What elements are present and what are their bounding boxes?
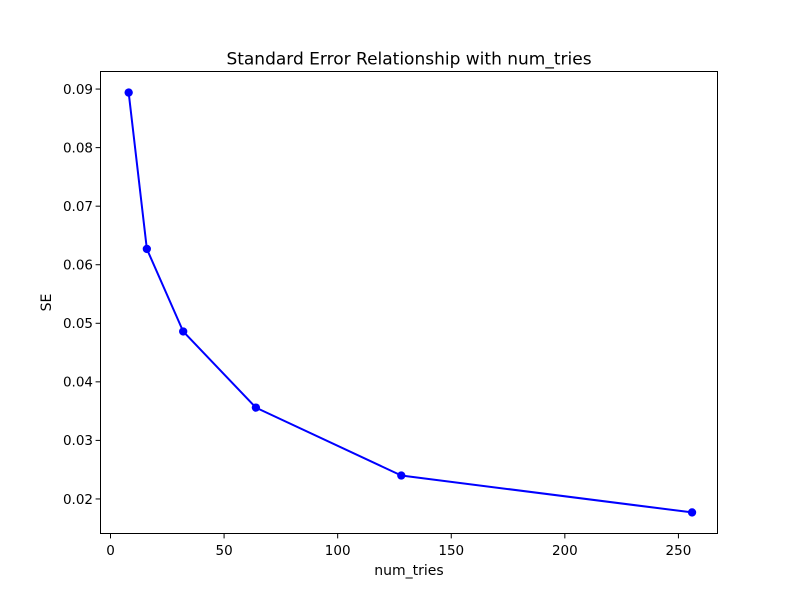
x-tick-label: 250 [666,543,692,559]
data-series [124,88,697,517]
axes-ticks: 0 50 100 150 200 250 0.02 0.03 0.04 0.05 0.06 0.07 0… [63,82,691,559]
x-tick-label: 100 [325,543,351,559]
data-point [251,403,261,412]
data-point [124,88,133,97]
data-point [142,244,151,254]
y-tick-label: 0.05 [63,316,93,332]
x-tick-label: 150 [438,543,464,559]
plot-border [100,71,718,534]
y-tick-label: 0.04 [63,375,93,391]
data-point [687,508,697,517]
data-point [179,327,188,336]
x-tick-label: 200 [552,543,578,559]
y-tick-label: 0.08 [63,140,93,156]
x-axis-label: num_tries [374,563,443,579]
y-tick-label: 0.07 [63,199,93,215]
series-line [127,92,693,514]
y-tick-label: 0.02 [63,492,93,508]
x-tick-label: 50 [215,543,232,559]
data-point [397,471,406,480]
x-tick-label: 0 [106,543,115,559]
chart-title: Standard Error Relationship with num_tri… [226,50,591,70]
y-axis-label: SE [39,294,55,312]
y-tick-label: 0.03 [63,433,93,449]
y-tick-label: 0.09 [63,82,93,98]
y-tick-label: 0.06 [63,258,93,274]
